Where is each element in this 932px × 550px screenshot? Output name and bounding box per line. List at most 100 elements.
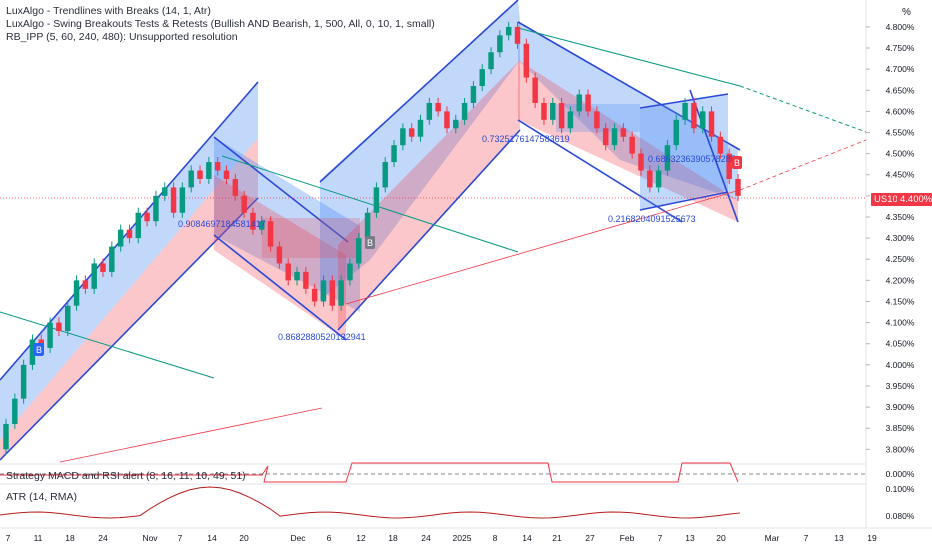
candle-body <box>382 162 388 188</box>
candle-body <box>170 187 177 213</box>
price-axis-label: 3.850% <box>886 423 915 433</box>
candle-body <box>100 263 106 272</box>
time-axis-label: 13 <box>685 533 695 543</box>
channel-blue-e <box>640 94 728 210</box>
time-axis-label: Feb <box>620 533 635 543</box>
indicator-atr-label[interactable]: ATR (14, RMA) <box>6 491 77 503</box>
price-axis-label: 4.500% <box>886 149 915 159</box>
candle-body <box>356 238 362 264</box>
candle-body <box>638 153 644 171</box>
swing-value-label: 0.8682880520132941 <box>278 332 366 342</box>
price-axis-label: 3.950% <box>886 381 915 391</box>
time-axis[interactable]: 7 11 18 24 Nov 7 14 20 Dec 6 12 18 24 2025 8 14 21 27 Feb 7… <box>6 533 877 543</box>
candle-body <box>444 111 450 129</box>
candle-body <box>594 111 600 129</box>
channel-edge <box>689 89 739 223</box>
channel-blue-b <box>214 137 360 312</box>
candle-body <box>567 111 574 129</box>
candle-body <box>417 119 424 137</box>
channel-red-d <box>518 60 738 222</box>
indicator-macd-label[interactable]: Strategy MACD and RSI alert (8, 16, 11, … <box>6 470 246 482</box>
candle-body <box>311 288 318 302</box>
time-axis-label: 7 <box>804 533 809 543</box>
signal-badge <box>365 236 375 249</box>
candle-body <box>12 398 18 424</box>
candle-body <box>162 187 168 196</box>
trendline-green-dashed <box>739 85 867 133</box>
price-axis[interactable]: 4.800% 4.750% 4.700% 4.650% 4.600% 4.550% 4.50… <box>866 22 915 454</box>
indicator-trendlines-label[interactable]: LuxAlgo - Trendlines with Breaks (14, 1,… <box>6 5 211 17</box>
candle-body <box>373 187 380 213</box>
trendline-green <box>221 155 519 253</box>
trendline-green <box>517 27 741 87</box>
swing-value-label: 0.9084697184581417 <box>178 219 266 229</box>
time-axis-label: 14 <box>207 533 217 543</box>
channel-edge <box>639 93 729 109</box>
candle-body <box>197 170 203 179</box>
candle-body <box>735 178 741 196</box>
channel-edge <box>319 0 519 183</box>
swing-value-label: 0.2168204091525673 <box>608 214 696 224</box>
candle-body <box>65 305 71 332</box>
candle-body <box>214 162 221 171</box>
candle-body <box>117 229 124 247</box>
indicator-swing-label[interactable]: LuxAlgo - Swing Breakouts Tests & Retest… <box>6 18 435 30</box>
price-axis-label: 4.700% <box>886 64 915 74</box>
candle-body <box>585 94 591 112</box>
price-axis-label: 4.050% <box>886 339 915 349</box>
candles <box>3 21 741 455</box>
time-axis-label: 7 <box>178 533 183 543</box>
candle-body <box>673 119 679 146</box>
time-axis-label: 7 <box>658 533 663 543</box>
candle-body <box>338 280 344 306</box>
price-axis-label: 4.750% <box>886 43 915 53</box>
channel-edge <box>639 191 729 211</box>
candle-body <box>620 128 627 137</box>
candle-body <box>329 280 336 306</box>
time-axis-label: Mar <box>765 533 780 543</box>
time-axis-label: 20 <box>716 533 726 543</box>
channel-blue-a <box>0 82 258 440</box>
candle-body <box>276 246 283 264</box>
candle-body <box>479 69 485 87</box>
candle-body <box>126 229 133 239</box>
channel-edge <box>213 234 347 341</box>
atr-axis-label: 0.080% <box>886 511 915 521</box>
candle-body <box>576 94 582 112</box>
time-axis-label: 24 <box>98 533 108 543</box>
zone-red <box>262 218 360 258</box>
price-axis-label: 4.600% <box>886 106 915 116</box>
candle-body <box>179 187 186 213</box>
price-axis-label: 4.200% <box>886 275 915 285</box>
price-axis-label: 4.300% <box>886 233 915 243</box>
candle-body <box>497 35 503 53</box>
time-axis-label: 7 <box>6 533 11 543</box>
trendlines <box>0 27 867 463</box>
time-axis-label: Dec <box>290 533 306 543</box>
price-axis-label: 4.100% <box>886 318 915 328</box>
axis-unit-label: % <box>902 7 911 18</box>
trendline-red-dashed <box>739 139 867 191</box>
grid <box>0 0 932 529</box>
time-axis-label: 20 <box>239 533 249 543</box>
candle-body <box>550 102 556 120</box>
price-axis-label: 4.250% <box>886 254 915 264</box>
macd-axis-label: 0.000% <box>886 469 915 479</box>
current-price-badge: 4.400% <box>897 193 932 206</box>
candle-body <box>461 102 468 120</box>
atr-line <box>0 486 741 519</box>
candle-body <box>73 280 80 306</box>
trendline-red <box>345 189 741 305</box>
signal-badge-label: B <box>734 158 740 168</box>
signal-badge-label: B <box>367 238 373 248</box>
candle-body <box>629 136 635 154</box>
time-axis-label: 14 <box>522 533 532 543</box>
candle-body <box>294 271 300 281</box>
candle-body <box>144 212 150 222</box>
candle-body <box>232 178 239 196</box>
candle-body <box>3 423 9 450</box>
signal-badge-label: B <box>36 345 42 355</box>
indicator-rbipp-label[interactable]: RB_IPP (5, 60, 240, 480): Unsupported re… <box>6 31 238 43</box>
candle-body <box>655 170 662 188</box>
